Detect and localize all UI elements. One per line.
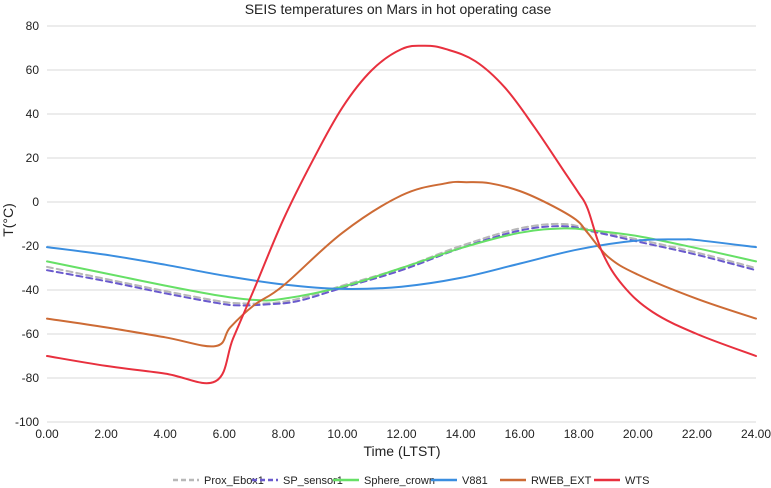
x-tick-label: 22.00 xyxy=(682,427,712,441)
y-tick-label: -80 xyxy=(22,371,40,385)
y-tick-label: -100 xyxy=(15,415,39,429)
x-axis-title: Time (LTST) xyxy=(364,443,441,459)
y-tick-labels: -100 -80 -60 -40 -20 0 20 40 60 80 xyxy=(15,19,39,429)
plot-lines xyxy=(46,44,757,385)
x-tick-label: 20.00 xyxy=(623,427,653,441)
series-line-v881 xyxy=(46,238,757,291)
x-tick-label: 0.00 xyxy=(35,427,59,441)
legend-item: Prox_Ebox1 xyxy=(173,475,264,487)
legend-label: RWEB_EXT xyxy=(531,475,592,487)
y-tick-label: 20 xyxy=(26,151,40,165)
x-tick-label: 12.00 xyxy=(386,427,416,441)
legend-label: Sphere_crown xyxy=(364,475,435,487)
series-line-sp-sensor1 xyxy=(46,225,757,307)
series-line-prox-ebox1 xyxy=(46,222,757,305)
legend-item: Sphere_crown xyxy=(333,475,435,487)
x-tick-label: 24.00 xyxy=(741,427,771,441)
chart-title: SEIS temperatures on Mars in hot operati… xyxy=(245,1,552,17)
y-tick-label: 0 xyxy=(32,195,39,209)
legend-item: WTS xyxy=(594,475,649,487)
y-tick-label: 80 xyxy=(26,19,40,33)
x-tick-label: 10.00 xyxy=(327,427,357,441)
y-tick-label: -40 xyxy=(22,283,40,297)
x-tick-label: 6.00 xyxy=(213,427,237,441)
series-line-rweb-ext xyxy=(46,180,757,348)
x-tick-label: 18.00 xyxy=(564,427,594,441)
x-tick-label: 16.00 xyxy=(505,427,535,441)
x-tick-label: 4.00 xyxy=(153,427,177,441)
legend: Prox_Ebox1 SP_sensor1 Sphere_crown V881 RWEB… xyxy=(173,475,649,487)
legend-item: RWEB_EXT xyxy=(500,475,592,487)
x-tick-labels: 0.00 2.00 4.00 6.00 8.00 10.00 12.00 14.00 16.00… xyxy=(35,427,771,441)
series-line-sphere-crown xyxy=(46,227,757,302)
legend-item: V881 xyxy=(431,475,488,487)
y-tick-label: -20 xyxy=(22,239,40,253)
x-tick-label: 14.00 xyxy=(446,427,476,441)
y-tick-label: -60 xyxy=(22,327,40,341)
y-tick-label: 40 xyxy=(26,107,40,121)
legend-label: WTS xyxy=(625,475,649,487)
legend-label: SP_sensor1 xyxy=(283,475,343,487)
x-tick-label: 2.00 xyxy=(94,427,118,441)
legend-label: V881 xyxy=(462,475,488,487)
series-line-wts xyxy=(46,44,757,385)
y-axis-title: T(°C) xyxy=(0,203,16,237)
gridlines xyxy=(47,25,756,423)
x-tick-label: 8.00 xyxy=(272,427,296,441)
legend-item: SP_sensor1 xyxy=(252,475,343,487)
legend-label: Prox_Ebox1 xyxy=(204,475,264,487)
y-tick-label: 60 xyxy=(26,63,40,77)
